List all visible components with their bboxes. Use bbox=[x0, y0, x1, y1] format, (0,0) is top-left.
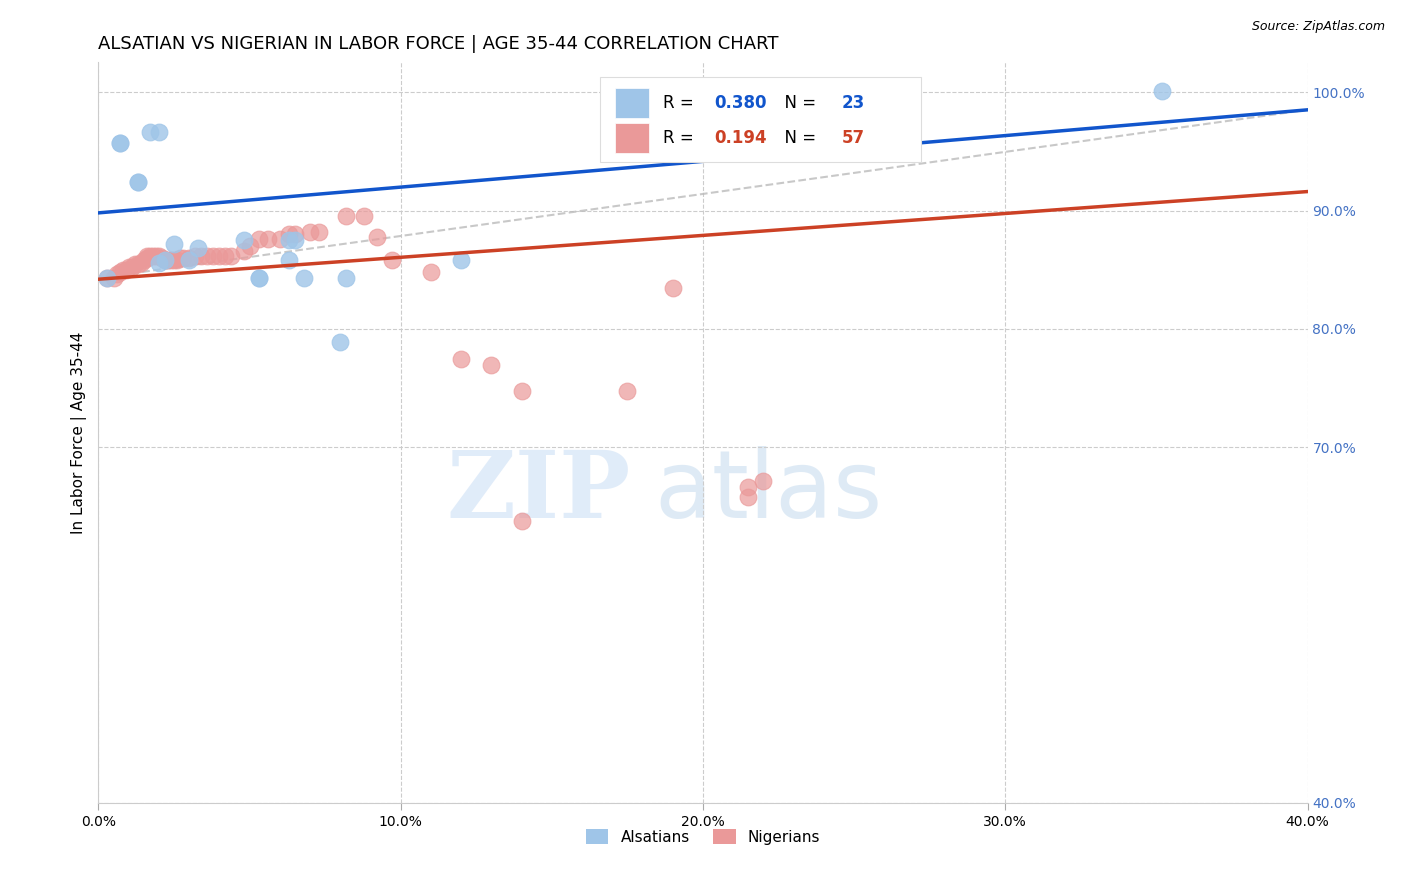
Text: ZIP: ZIP bbox=[446, 447, 630, 537]
Text: 0.380: 0.380 bbox=[714, 95, 766, 112]
Point bbox=[108, 136, 131, 150]
Point bbox=[135, 251, 157, 265]
Point bbox=[277, 233, 299, 247]
Point bbox=[335, 271, 357, 285]
Point bbox=[329, 334, 352, 349]
Point bbox=[616, 384, 638, 398]
Point bbox=[166, 253, 188, 268]
Point bbox=[277, 253, 299, 268]
Point bbox=[127, 257, 149, 271]
Point bbox=[96, 271, 118, 285]
Point bbox=[299, 225, 322, 239]
Point bbox=[335, 210, 357, 224]
Point bbox=[208, 248, 231, 262]
Point bbox=[284, 233, 307, 247]
Point bbox=[510, 514, 533, 528]
Text: 57: 57 bbox=[842, 129, 865, 147]
Text: atlas: atlas bbox=[655, 446, 883, 538]
Point bbox=[214, 248, 236, 262]
Point bbox=[450, 351, 472, 366]
Point bbox=[163, 253, 186, 268]
Point bbox=[232, 233, 254, 247]
Point bbox=[292, 271, 315, 285]
Y-axis label: In Labor Force | Age 35-44: In Labor Force | Age 35-44 bbox=[70, 332, 87, 533]
Point bbox=[195, 248, 218, 262]
Point bbox=[163, 236, 186, 251]
Point bbox=[108, 136, 131, 150]
FancyBboxPatch shape bbox=[600, 78, 921, 162]
Point bbox=[108, 265, 131, 279]
Text: R =: R = bbox=[664, 95, 699, 112]
Point bbox=[1152, 84, 1174, 98]
Point bbox=[135, 248, 157, 262]
Point bbox=[145, 248, 167, 262]
Point bbox=[139, 248, 162, 262]
Point bbox=[450, 253, 472, 268]
Point bbox=[139, 125, 162, 139]
Point bbox=[247, 271, 270, 285]
Point bbox=[150, 251, 173, 265]
Point bbox=[103, 271, 125, 285]
Point bbox=[127, 175, 149, 189]
Point bbox=[752, 474, 775, 488]
Point bbox=[96, 271, 118, 285]
Point bbox=[124, 257, 146, 271]
Text: N =: N = bbox=[775, 95, 821, 112]
Point bbox=[510, 384, 533, 398]
Point bbox=[132, 253, 155, 268]
Point bbox=[737, 490, 759, 504]
Point bbox=[256, 232, 278, 246]
Point bbox=[737, 479, 759, 493]
Point bbox=[179, 251, 201, 265]
Point bbox=[148, 125, 170, 139]
Text: R =: R = bbox=[664, 129, 699, 147]
Point bbox=[179, 253, 201, 268]
Point bbox=[160, 253, 183, 268]
Text: Source: ZipAtlas.com: Source: ZipAtlas.com bbox=[1251, 20, 1385, 33]
Point bbox=[308, 225, 330, 239]
Point bbox=[284, 227, 307, 242]
Point bbox=[169, 251, 191, 265]
Text: 0.194: 0.194 bbox=[714, 129, 766, 147]
Point bbox=[420, 265, 443, 279]
Point bbox=[142, 248, 165, 262]
Point bbox=[118, 260, 141, 275]
Point bbox=[247, 271, 270, 285]
Point bbox=[153, 253, 176, 268]
Point bbox=[269, 232, 291, 246]
Point bbox=[156, 253, 179, 268]
Point bbox=[121, 260, 143, 275]
Point bbox=[190, 248, 212, 262]
Bar bbox=[614, 88, 648, 118]
Point bbox=[661, 280, 683, 294]
Point bbox=[381, 253, 404, 268]
Legend: Alsatians, Nigerians: Alsatians, Nigerians bbox=[579, 822, 827, 851]
Point bbox=[202, 248, 225, 262]
Point bbox=[114, 262, 136, 277]
Text: ALSATIAN VS NIGERIAN IN LABOR FORCE | AGE 35-44 CORRELATION CHART: ALSATIAN VS NIGERIAN IN LABOR FORCE | AG… bbox=[98, 35, 779, 53]
Point bbox=[277, 227, 299, 242]
Text: 23: 23 bbox=[842, 95, 865, 112]
Point bbox=[353, 210, 375, 224]
Point bbox=[153, 253, 176, 268]
Point bbox=[129, 255, 152, 269]
Point bbox=[239, 239, 262, 253]
Point bbox=[105, 268, 128, 282]
Point bbox=[148, 248, 170, 262]
Point bbox=[247, 232, 270, 246]
Point bbox=[366, 229, 388, 244]
Point bbox=[172, 251, 194, 265]
Point bbox=[232, 244, 254, 258]
Bar bbox=[614, 123, 648, 153]
Point bbox=[221, 248, 243, 262]
Point bbox=[187, 241, 209, 255]
Point bbox=[111, 262, 134, 277]
Point bbox=[148, 255, 170, 269]
Text: N =: N = bbox=[775, 129, 821, 147]
Point bbox=[127, 175, 149, 189]
Point bbox=[184, 248, 207, 262]
Point bbox=[481, 358, 503, 372]
